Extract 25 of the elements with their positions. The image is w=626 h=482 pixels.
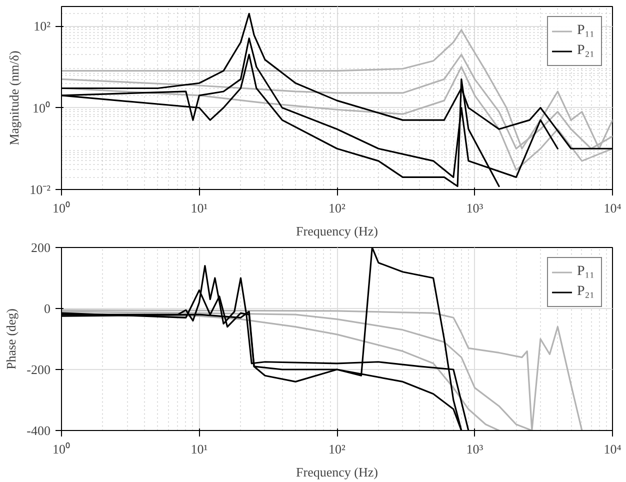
legend-label: P₁₁ [577,264,596,280]
legend-label: P₂₁ [577,43,596,59]
y-tick-label: 10² [34,18,51,34]
y-tick-label: 0 [44,301,50,316]
x-tick-label: 10³ [466,442,484,456]
legend-label: P₂₁ [577,284,596,300]
y-axis-title: Phase (deg) [4,308,19,370]
x-tick-label: 10⁰ [52,442,70,456]
y-tick-label: 200 [31,240,50,255]
y-tick-label: 10⁻² [30,182,51,197]
y-tick-label: -400 [26,423,51,438]
y-tick-label: 10⁰ [32,100,50,116]
y-tick-label: -200 [26,362,51,377]
x-tick-label: 10² [328,200,346,216]
x-tick-label: 10² [328,442,346,456]
x-tick-label: 10⁰ [52,200,70,216]
x-axis-title: Frequency (Hz) [296,464,378,480]
x-tick-label: 10¹ [190,442,208,456]
x-axis-title: Frequency (Hz) [296,224,378,238]
x-tick-label: 10⁴ [604,442,622,456]
x-tick-label: 10⁴ [604,200,622,216]
x-tick-label: 10¹ [190,200,208,216]
x-tick-label: 10³ [466,200,484,216]
legend-label: P₁₁ [577,23,596,39]
y-axis-title: Magnitude (nm/δ) [6,50,22,146]
